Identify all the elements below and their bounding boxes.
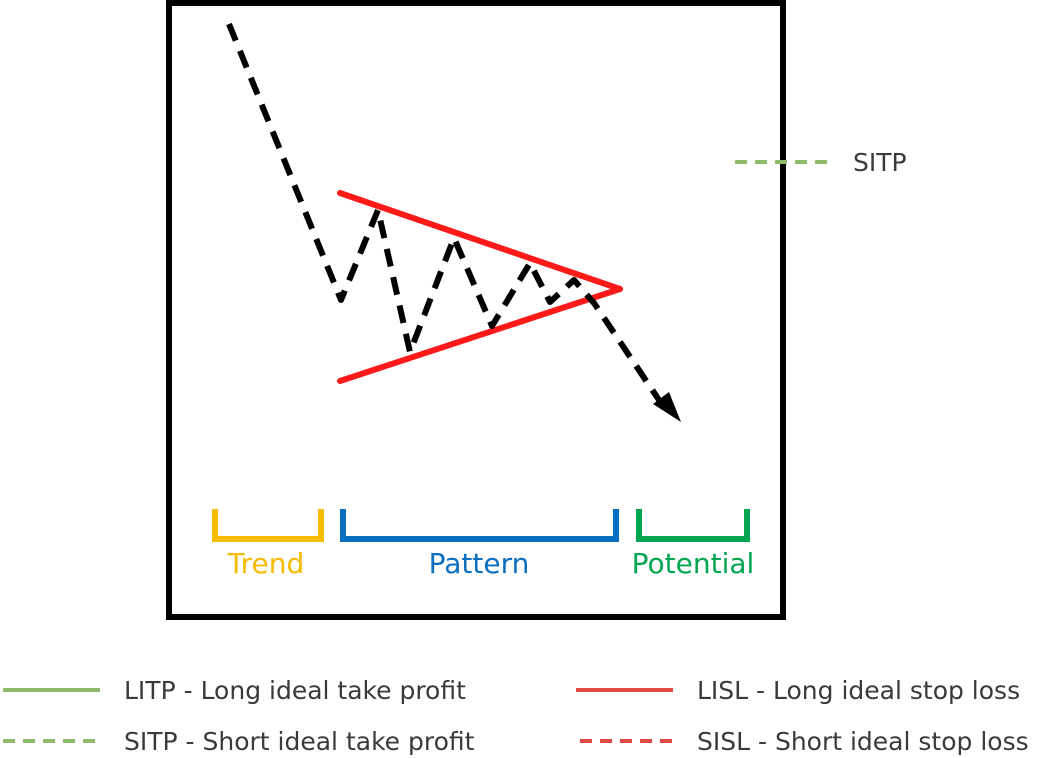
- price-arrowhead: [653, 392, 681, 422]
- potential-label: Potential: [632, 547, 755, 580]
- legend-label-litp: LITP - Long ideal take profit: [124, 676, 466, 705]
- upper-trendline: [337, 190, 623, 292]
- pattern-bracket: [340, 509, 619, 542]
- lower-trendline: [337, 286, 623, 384]
- side-legend-label: SITP: [853, 148, 907, 177]
- legend-label-sitp: SITP - Short ideal take profit: [124, 727, 475, 756]
- potential-bracket: [636, 509, 750, 542]
- trend-bracket: [212, 509, 324, 542]
- legend-label-sisl: SISL - Short ideal stop loss: [697, 727, 1029, 756]
- chart-frame: [166, 0, 786, 620]
- legend-label-lisl: LISL - Long ideal stop loss: [697, 676, 1020, 705]
- pattern-label: Pattern: [429, 547, 530, 580]
- price-path: [226, 22, 662, 402]
- trend-label: Trend: [227, 547, 305, 580]
